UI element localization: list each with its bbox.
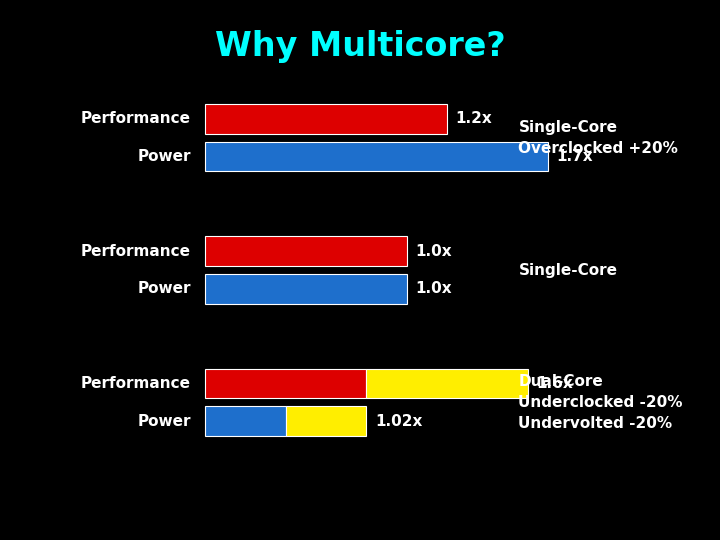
- Text: Power: Power: [138, 281, 191, 296]
- Text: 1.7x: 1.7x: [557, 149, 593, 164]
- Text: Single-Core
Overclocked +20%: Single-Core Overclocked +20%: [518, 120, 678, 156]
- Text: 1.6x: 1.6x: [536, 376, 573, 391]
- Bar: [205, 236, 407, 266]
- Text: 1.0x: 1.0x: [415, 281, 452, 296]
- Text: Single-Core: Single-Core: [518, 262, 618, 278]
- Bar: [366, 368, 528, 399]
- Text: 1.02x: 1.02x: [375, 414, 423, 429]
- Bar: [286, 406, 366, 436]
- Text: 1.2x: 1.2x: [456, 111, 492, 126]
- Text: Performance: Performance: [81, 376, 191, 391]
- Bar: [205, 141, 548, 172]
- Bar: [205, 368, 366, 399]
- Text: Performance: Performance: [81, 111, 191, 126]
- Bar: [205, 104, 447, 133]
- Text: Dual-Core
Underclocked -20%
Undervolted -20%: Dual-Core Underclocked -20% Undervolted …: [518, 374, 683, 431]
- Bar: [205, 274, 407, 303]
- Text: Power: Power: [138, 149, 191, 164]
- Text: Power: Power: [138, 414, 191, 429]
- Text: Performance: Performance: [81, 244, 191, 259]
- Text: Why Multicore?: Why Multicore?: [215, 30, 505, 63]
- Text: 1.0x: 1.0x: [415, 244, 452, 259]
- Bar: [205, 406, 286, 436]
